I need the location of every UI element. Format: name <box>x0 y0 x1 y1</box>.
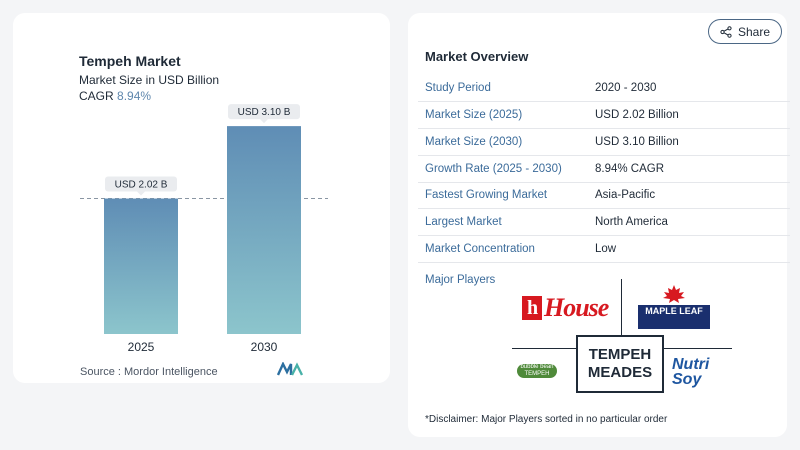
overview-key: Market Size (2030) <box>425 136 523 148</box>
overview-value: Asia-Pacific <box>595 189 656 201</box>
overview-value: North America <box>595 216 668 228</box>
overview-row: Largest Market North America <box>418 209 790 236</box>
overview-key: Growth Rate (2025 - 2030) <box>425 163 562 175</box>
overview-key: Largest Market <box>425 216 502 228</box>
chart-subtitle: Market Size in USD Billion <box>79 73 220 87</box>
overview-value: USD 3.10 Billion <box>595 136 679 148</box>
overview-row: Study Period 2020 - 2030 <box>418 75 790 102</box>
disclaimer: *Disclaimer: Major Players sorted in no … <box>425 414 668 425</box>
overview-value: Low <box>595 243 617 255</box>
overview-key: Fastest Growing Market <box>425 189 548 201</box>
share-icon <box>720 25 732 38</box>
overview-row: Growth Rate (2025 - 2030) 8.94% CAGR <box>418 156 790 183</box>
overview-key: Study Period <box>425 82 491 94</box>
source-text: Source : Mordor Intelligence <box>80 366 218 378</box>
bar-2030 <box>227 126 301 334</box>
maple-leaf-text: MAPLE LEAF <box>638 305 710 329</box>
nutrisoy-logo: Nutri Soy <box>672 356 710 388</box>
overview-row: Market Size (2025) USD 2.02 Billion <box>418 102 790 129</box>
overview-row: Market Size (2030) USD 3.10 Billion <box>418 129 790 156</box>
cagr-label: CAGR <box>79 89 114 103</box>
logo-divider <box>621 279 622 341</box>
data-label: USD 2.02 B <box>115 180 168 191</box>
overview-key: Market Concentration <box>425 243 535 255</box>
bar-2025 <box>104 198 178 334</box>
tempeh-meades-logo: TEMPEH MEADES <box>576 335 664 393</box>
overview-row: Fastest Growing Market Asia-Pacific <box>418 182 790 209</box>
share-label: Share <box>737 24 771 39</box>
value-label-bg <box>228 104 300 120</box>
chart-cagr: CAGR 8.94% <box>79 89 151 103</box>
house-h-icon: h <box>522 296 542 320</box>
overview-value: 8.94% CAGR <box>595 163 665 175</box>
maple-leaf-icon <box>663 285 685 303</box>
value-label-pointer <box>137 191 145 196</box>
cagr-value: 8.94% <box>117 89 152 103</box>
player-logos: h House MAPLE LEAF TEMPEH MEADES bubble b… <box>512 279 732 394</box>
value-label-pointer <box>260 119 268 124</box>
mordor-logo-icon <box>277 362 303 376</box>
overview-key: Market Size (2025) <box>425 109 523 121</box>
value-label-bg <box>105 176 177 192</box>
data-label: USD 3.10 B <box>238 107 291 118</box>
overview-value: 2020 - 2030 <box>595 82 657 94</box>
overview-title: Market Overview <box>425 49 529 64</box>
chart-title: Tempeh Market <box>79 53 181 69</box>
bubble-bean-logo: bubble bean TEMPEH <box>517 364 557 378</box>
overview-row: Market Concentration Low <box>418 236 790 263</box>
chart-card <box>13 13 390 383</box>
x-tick-label: 2030 <box>251 340 278 354</box>
major-players-label: Major Players <box>425 274 496 286</box>
maple-leaf-logo: MAPLE LEAF <box>638 285 710 329</box>
overview-value: USD 2.02 Billion <box>595 109 679 121</box>
share-button[interactable]: Share <box>708 19 782 44</box>
house-logo: h House <box>522 293 609 323</box>
x-tick-label: 2025 <box>128 340 155 354</box>
